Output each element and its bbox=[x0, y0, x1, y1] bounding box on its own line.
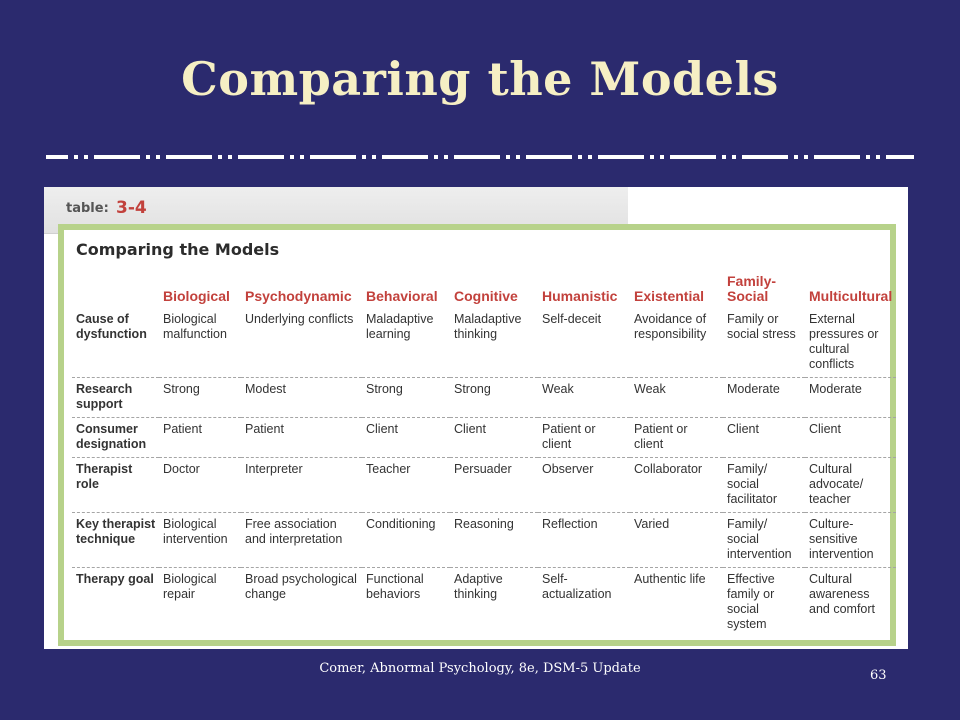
table-cell: Effective family or social system bbox=[727, 572, 775, 631]
table-cell: Patient or client bbox=[630, 417, 723, 458]
table-cell: Observer bbox=[538, 457, 630, 513]
table-cell: Adaptive thinking bbox=[454, 572, 503, 601]
table-row: Therapist role Doctor Interpreter Teache… bbox=[72, 457, 896, 513]
table-cell: Modest bbox=[241, 377, 362, 418]
table-cell: Reflection bbox=[538, 512, 630, 568]
row-label: Key therapist technique bbox=[72, 512, 159, 568]
row-label: Research support bbox=[72, 377, 159, 418]
table-cell: Persuader bbox=[450, 457, 538, 513]
table-cell: Strong bbox=[362, 377, 450, 418]
table-cell: Patient bbox=[159, 417, 241, 458]
table-tab-number: 3-4 bbox=[116, 198, 147, 218]
table-cell: Biological malfunction bbox=[159, 308, 241, 378]
table-cell: Cultural advocate/ teacher bbox=[805, 457, 896, 513]
column-header bbox=[72, 274, 159, 308]
table-row: Consumer designation Patient Patient Cli… bbox=[72, 417, 896, 458]
column-header: Multicultural bbox=[809, 288, 893, 304]
table-cell: Maladaptive learning bbox=[362, 308, 450, 378]
row-label: Therapy goal bbox=[76, 572, 154, 586]
table-cell: Patient bbox=[241, 417, 362, 458]
table-cell: Interpreter bbox=[241, 457, 362, 513]
table-cell: Broad psychological change bbox=[245, 572, 357, 601]
table-cell: Maladaptive thinking bbox=[450, 308, 538, 378]
table-cell: Free association and interpretation bbox=[241, 512, 362, 568]
table-cell: Functional behaviors bbox=[366, 572, 424, 601]
column-header: Behavioral bbox=[366, 288, 438, 304]
table-cell: Patient or client bbox=[538, 417, 630, 458]
table-cell: Self-deceit bbox=[538, 308, 630, 378]
row-label: Consumer designation bbox=[72, 417, 159, 458]
table-cell: Client bbox=[450, 417, 538, 458]
table-cell: Family/ social intervention bbox=[723, 512, 805, 568]
table-header-row: Biological Psychodynamic Behavioral Cogn… bbox=[72, 274, 896, 308]
table-cell: Collaborator bbox=[630, 457, 723, 513]
page-number: 63 bbox=[870, 668, 887, 683]
row-label: Cause of dysfunction bbox=[72, 308, 159, 378]
table-tab-label: table: bbox=[66, 201, 109, 216]
table-row: Cause of dysfunction Biological malfunct… bbox=[72, 308, 896, 378]
column-header: Cognitive bbox=[454, 288, 518, 304]
column-header: Family-Social bbox=[727, 273, 777, 304]
table-cell: Client bbox=[362, 417, 450, 458]
table-cell: Client bbox=[805, 417, 896, 458]
table-cell: Biological repair bbox=[163, 572, 217, 601]
column-header: Psychodynamic bbox=[245, 288, 352, 304]
table-cell: Varied bbox=[630, 512, 723, 568]
row-label: Therapist role bbox=[72, 457, 159, 513]
table-cell: Culture-sensitive intervention bbox=[805, 512, 896, 568]
table-cell: Strong bbox=[159, 377, 241, 418]
models-table: Biological Psychodynamic Behavioral Cogn… bbox=[72, 274, 896, 637]
table-cell: Reasoning bbox=[450, 512, 538, 568]
table-cell: Doctor bbox=[159, 457, 241, 513]
table-cell: Family or social stress bbox=[723, 308, 805, 378]
table-cell: Strong bbox=[450, 377, 538, 418]
table-cell: Weak bbox=[538, 377, 630, 418]
title-divider bbox=[46, 155, 914, 159]
table-cell: Conditioning bbox=[362, 512, 450, 568]
column-header: Biological bbox=[163, 288, 230, 304]
table-cell: Authentic life bbox=[634, 572, 706, 586]
table-cell: Teacher bbox=[362, 457, 450, 513]
table-row: Key therapist technique Biological inter… bbox=[72, 512, 896, 568]
table-cell: External pressures or cultural conflicts bbox=[805, 308, 896, 378]
slide-title: Comparing the Models bbox=[181, 52, 779, 106]
table-cell: Self-actualization bbox=[542, 572, 612, 601]
column-header: Humanistic bbox=[542, 288, 618, 304]
table-cell: Underlying conflicts bbox=[241, 308, 362, 378]
table-frame: Comparing the Models Biological Psychody… bbox=[58, 224, 896, 646]
table-heading: Comparing the Models bbox=[76, 240, 280, 259]
table-image: table: 3-4 Comparing the Models Biologic… bbox=[44, 187, 908, 649]
table-cell: Cultural awareness and comfort bbox=[809, 572, 876, 616]
slide-footer: Comer, Abnormal Psychology, 8e, DSM-5 Up… bbox=[319, 661, 641, 676]
column-header: Existential bbox=[634, 288, 705, 304]
table-cell: Moderate bbox=[723, 377, 805, 418]
table-cell: Avoidance of responsibility bbox=[630, 308, 723, 378]
table-row: Therapy goal Biological repair Broad psy… bbox=[72, 568, 896, 638]
table-cell: Biological intervention bbox=[159, 512, 241, 568]
table-cell: Client bbox=[723, 417, 805, 458]
table-cell: Weak bbox=[630, 377, 723, 418]
table-cell: Moderate bbox=[805, 377, 896, 418]
table-cell: Family/ social facilitator bbox=[723, 457, 805, 513]
table-row: Research support Strong Modest Strong St… bbox=[72, 377, 896, 418]
